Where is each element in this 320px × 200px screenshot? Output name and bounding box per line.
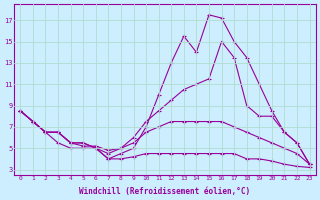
X-axis label: Windchill (Refroidissement éolien,°C): Windchill (Refroidissement éolien,°C) — [79, 187, 251, 196]
